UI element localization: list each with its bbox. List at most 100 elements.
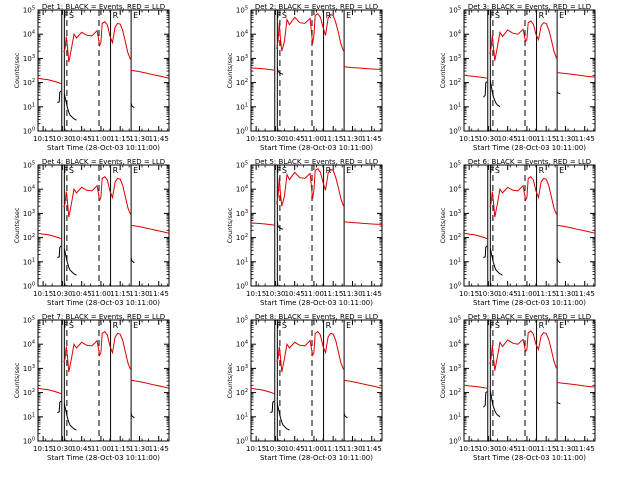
x-axis-label: Start Time (28-Oct-03 10:11:00) [47, 144, 160, 152]
x-tick-label: 10:30 [265, 290, 285, 298]
x-tick-label: 11:30 [555, 445, 575, 453]
plot-frame [463, 164, 596, 287]
y-tick-label: 100 [23, 282, 35, 291]
y-tick-label: 103 [449, 209, 461, 218]
y-tick-label: 105 [23, 161, 35, 170]
lld-series-line [131, 224, 169, 234]
x-tick-label: 10:45 [72, 135, 92, 143]
plot-frame [250, 9, 383, 132]
panel-title: Det 8: BLACK = Events, RED = LLD [255, 313, 378, 321]
events-series-line [483, 245, 488, 258]
panel-title: Det 1: BLACK = Events, RED = LLD [42, 3, 165, 11]
x-tick-label: 10:30 [478, 135, 498, 143]
y-tick-label: 105 [449, 6, 461, 15]
marker-letter-label: E [133, 166, 138, 175]
lld-series-line [63, 176, 131, 218]
y-axis-label: Counts/sec [226, 362, 234, 398]
x-axis-label: Start Time (28-Oct-03 10:11:00) [473, 299, 586, 307]
x-tick-label: 10:15 [33, 290, 53, 298]
marker-letter-label: F [277, 166, 282, 175]
marker-letter-label: F [64, 11, 69, 20]
y-tick-label: 102 [236, 388, 248, 397]
x-axis-label: Start Time (28-Oct-03 10:11:00) [47, 454, 160, 462]
y-tick-label: 102 [236, 78, 248, 87]
events-series-line [482, 81, 488, 98]
plot-frame [250, 319, 383, 442]
x-tick-label: 11:00 [517, 290, 537, 298]
marker-letter-label: E [133, 321, 138, 330]
y-tick-label: 101 [236, 257, 248, 266]
y-tick-label: 105 [23, 316, 35, 325]
x-tick-label: 11:30 [555, 135, 575, 143]
x-tick-label: 10:45 [498, 290, 518, 298]
y-tick-label: 100 [449, 127, 461, 136]
marker-letter-label: R [113, 321, 119, 330]
x-tick-label: 10:30 [265, 445, 285, 453]
lld-series-line [63, 331, 131, 373]
events-series-line [489, 248, 503, 276]
marker-letter-label: E [133, 11, 138, 20]
x-axis-label: Start Time (28-Oct-03 10:11:00) [260, 299, 373, 307]
y-tick-label: 103 [449, 364, 461, 373]
lld-series-line [344, 379, 382, 389]
marker-letter-label: E [559, 321, 564, 330]
x-tick-label: 11:00 [517, 135, 537, 143]
x-tick-label: 11:45 [575, 445, 595, 453]
y-tick-label: 102 [23, 388, 35, 397]
x-tick-label: 10:15 [459, 445, 479, 453]
x-tick-label: 11:45 [149, 135, 169, 143]
marker-letter-label: R [326, 166, 332, 175]
events-series-line [556, 401, 561, 405]
lld-series-line [63, 21, 131, 63]
marker-letter-label: S [495, 11, 500, 20]
x-tick-label: 11:15 [110, 445, 130, 453]
y-tick-label: 102 [236, 233, 248, 242]
lld-series-line [489, 176, 557, 218]
marker-letter-label: E [559, 11, 564, 20]
y-tick-label: 101 [449, 257, 461, 266]
marker-letter-label: R [539, 321, 545, 330]
events-series-line [343, 413, 348, 419]
y-tick-label: 101 [23, 102, 35, 111]
marker-letter-label: E [346, 166, 351, 175]
x-tick-label: 11:45 [362, 445, 382, 453]
x-tick-label: 11:15 [323, 290, 343, 298]
lld-series-line [131, 69, 169, 79]
y-tick-label: 101 [236, 102, 248, 111]
y-tick-label: 100 [23, 127, 35, 136]
x-tick-label: 11:30 [342, 290, 362, 298]
y-tick-label: 100 [236, 127, 248, 136]
y-tick-label: 103 [23, 364, 35, 373]
x-tick-label: 11:00 [91, 135, 111, 143]
lld-series-line [464, 384, 488, 389]
x-tick-label: 11:15 [323, 135, 343, 143]
marker-letter-label: R [326, 321, 332, 330]
events-series-line [57, 245, 62, 258]
y-tick-label: 102 [449, 233, 461, 242]
y-tick-label: 100 [23, 437, 35, 446]
x-axis-label: Start Time (28-Oct-03 10:11:00) [473, 454, 586, 462]
marker-letter-label: F [277, 321, 282, 330]
x-tick-label: 10:30 [52, 135, 72, 143]
x-tick-label: 11:30 [342, 135, 362, 143]
x-tick-label: 11:00 [304, 445, 324, 453]
lld-series-line [276, 168, 344, 207]
y-tick-label: 104 [236, 30, 248, 39]
x-tick-label: 10:30 [265, 135, 285, 143]
marker-letter-label: S [69, 11, 74, 20]
y-tick-label: 102 [23, 78, 35, 87]
y-tick-label: 104 [236, 185, 248, 194]
y-tick-label: 105 [236, 161, 248, 170]
x-tick-label: 11:45 [575, 135, 595, 143]
y-axis-label: Counts/sec [13, 52, 21, 88]
x-tick-label: 10:15 [246, 445, 266, 453]
lld-series-line [489, 330, 557, 371]
x-tick-label: 11:30 [129, 135, 149, 143]
marker-letter-label: S [282, 321, 287, 330]
lld-series-line [251, 387, 275, 395]
x-axis-label: Start Time (28-Oct-03 10:11:00) [260, 454, 373, 462]
events-series-line [489, 390, 501, 418]
